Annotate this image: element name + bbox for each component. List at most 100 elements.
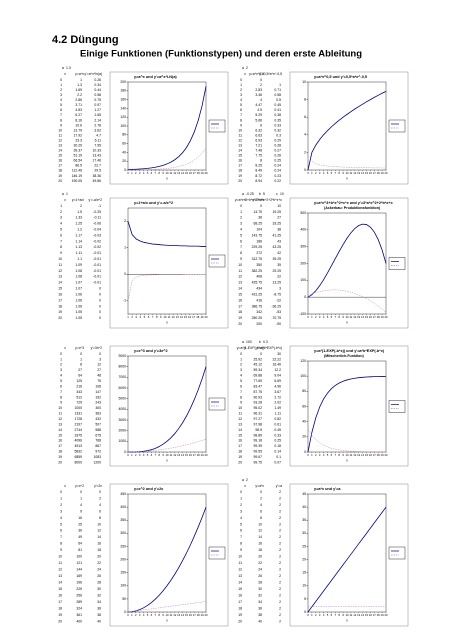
x-tick-label: 3 xyxy=(139,171,141,175)
table-cell: 1.33 xyxy=(75,216,82,220)
table-cell: 14 xyxy=(58,428,62,432)
table-cell: 382.25 xyxy=(252,269,262,273)
y-tick-label: 60 xyxy=(302,404,306,408)
table-cell: 6 xyxy=(60,108,62,112)
table-cell: 3 xyxy=(240,509,242,513)
table-cell: 10 xyxy=(238,555,242,559)
table-cell: 0 xyxy=(260,352,262,356)
x-tick-label: 16 xyxy=(369,453,373,457)
series-line xyxy=(307,375,387,453)
x-tick-label: 16 xyxy=(189,453,193,457)
table-cell: 19.25 xyxy=(273,210,282,214)
x-tick-label: 4 xyxy=(143,171,145,175)
table-cell: 16 xyxy=(58,439,62,443)
column-header: y=a*(1-EXP(-b*x)) xyxy=(237,346,264,350)
table-cell: 49.86 xyxy=(93,179,102,183)
table-cell: 0.07 xyxy=(274,460,281,464)
table-cell: 15 xyxy=(58,587,62,591)
table-cell: 15 xyxy=(58,154,62,158)
x-tick-label: 13 xyxy=(177,171,181,175)
table-cell: 1200 xyxy=(93,460,101,464)
table-cell: 4 xyxy=(240,374,242,378)
table-cell: 6 xyxy=(240,108,242,112)
table-cell: 1.13 xyxy=(75,245,82,249)
y-tick-label: 80 xyxy=(122,133,126,137)
table-cell: 0 xyxy=(99,287,101,291)
x-tick-label: 14 xyxy=(361,613,365,617)
x-tick-label: 17 xyxy=(193,171,197,175)
table-cell: 0 xyxy=(260,490,262,494)
x-tick-label: 8 xyxy=(338,171,340,175)
table-cell: 1000 xyxy=(74,406,82,410)
series-line xyxy=(127,274,206,301)
x-tick-label: 10 xyxy=(345,315,349,319)
column-header: y=a*x xyxy=(255,484,264,488)
x-tick-label: 13 xyxy=(357,613,361,617)
chart-frame xyxy=(289,345,409,467)
table-cell: 0.58 xyxy=(94,93,101,97)
table-cell: 169 xyxy=(76,574,82,578)
y-tick-label: 8 xyxy=(304,97,306,101)
table-cell: 26 xyxy=(258,574,262,578)
table-cell: 4 xyxy=(99,503,101,507)
x-tick-label: 9 xyxy=(162,613,164,617)
x-tick-label: 4 xyxy=(323,453,325,457)
table-cell: 6.27 xyxy=(75,113,82,117)
series-line xyxy=(127,601,207,613)
table-cell: 432 xyxy=(95,417,101,421)
table-cell: 15 xyxy=(58,433,62,437)
x-tick-label: 11 xyxy=(168,315,171,319)
subtitle: Einige Funktionen (Funktionstypen) und d… xyxy=(80,49,362,60)
y-tick-label: 1 xyxy=(124,246,126,250)
table-cell: 49 xyxy=(78,535,82,539)
table-cell: 0.24 xyxy=(274,164,281,168)
series-line xyxy=(127,221,206,247)
table-cell: 24 xyxy=(97,568,101,572)
table-cell: 98.5 xyxy=(255,428,262,432)
x-tick-label: 13 xyxy=(177,613,181,617)
table-cell: 431.25 xyxy=(252,292,262,296)
x-tick-label: 1 xyxy=(311,315,313,319)
y-tick-label: 0 xyxy=(304,450,306,454)
table-cell: 14 xyxy=(58,581,62,585)
x-tick-label: 11 xyxy=(169,171,172,175)
series-line xyxy=(311,160,387,169)
table-cell: 507 xyxy=(95,422,101,426)
table-cell: 0.14 xyxy=(274,450,281,454)
table-cell: 8.72 xyxy=(255,174,262,178)
y-tick-label: 9000 xyxy=(118,354,126,358)
table-cell: 8 xyxy=(240,542,242,546)
x-tick-label: 20 xyxy=(384,171,388,175)
table-cell: 4 xyxy=(60,222,62,226)
table-cell: 3 xyxy=(99,357,101,361)
table-cell: 2 xyxy=(240,88,242,92)
table-cell: 1 xyxy=(60,496,62,500)
y-tick-label: 8000 xyxy=(118,365,126,369)
table-cell: 1.07 xyxy=(75,281,82,285)
table-cell: 3 xyxy=(240,368,242,372)
table-cell: 5 xyxy=(60,379,62,383)
table-cell: 3 xyxy=(240,222,242,226)
table-cell: 5 xyxy=(240,379,242,383)
table-cell: 7 xyxy=(240,390,242,394)
table-cell: 8 xyxy=(60,245,62,249)
x-tick-label: 3 xyxy=(139,453,141,457)
table-cell: 1.06 xyxy=(75,298,82,302)
y-tick-label: 2000 xyxy=(118,429,126,433)
x-tick-label: 7 xyxy=(335,315,337,319)
param-name: b xyxy=(259,192,261,196)
table-cell: 2 xyxy=(240,216,242,220)
table-cell: 363 xyxy=(95,412,101,416)
table-cell: 24 xyxy=(258,568,262,572)
x-tick-label: 7 xyxy=(335,171,337,175)
table-cell: 3 xyxy=(279,287,281,291)
table-cell: 0.22 xyxy=(274,179,281,183)
x-tick-label: 19 xyxy=(381,453,385,457)
y-tick-label: 40 xyxy=(302,420,306,424)
table-cell: 16 xyxy=(58,292,62,296)
y-tick-label: 200 xyxy=(120,557,126,561)
table-cell: 13 xyxy=(58,422,62,426)
table-cell: 8 xyxy=(60,395,62,399)
x-tick-label: 18 xyxy=(377,453,381,457)
table-cell: 0.5 xyxy=(276,98,281,102)
